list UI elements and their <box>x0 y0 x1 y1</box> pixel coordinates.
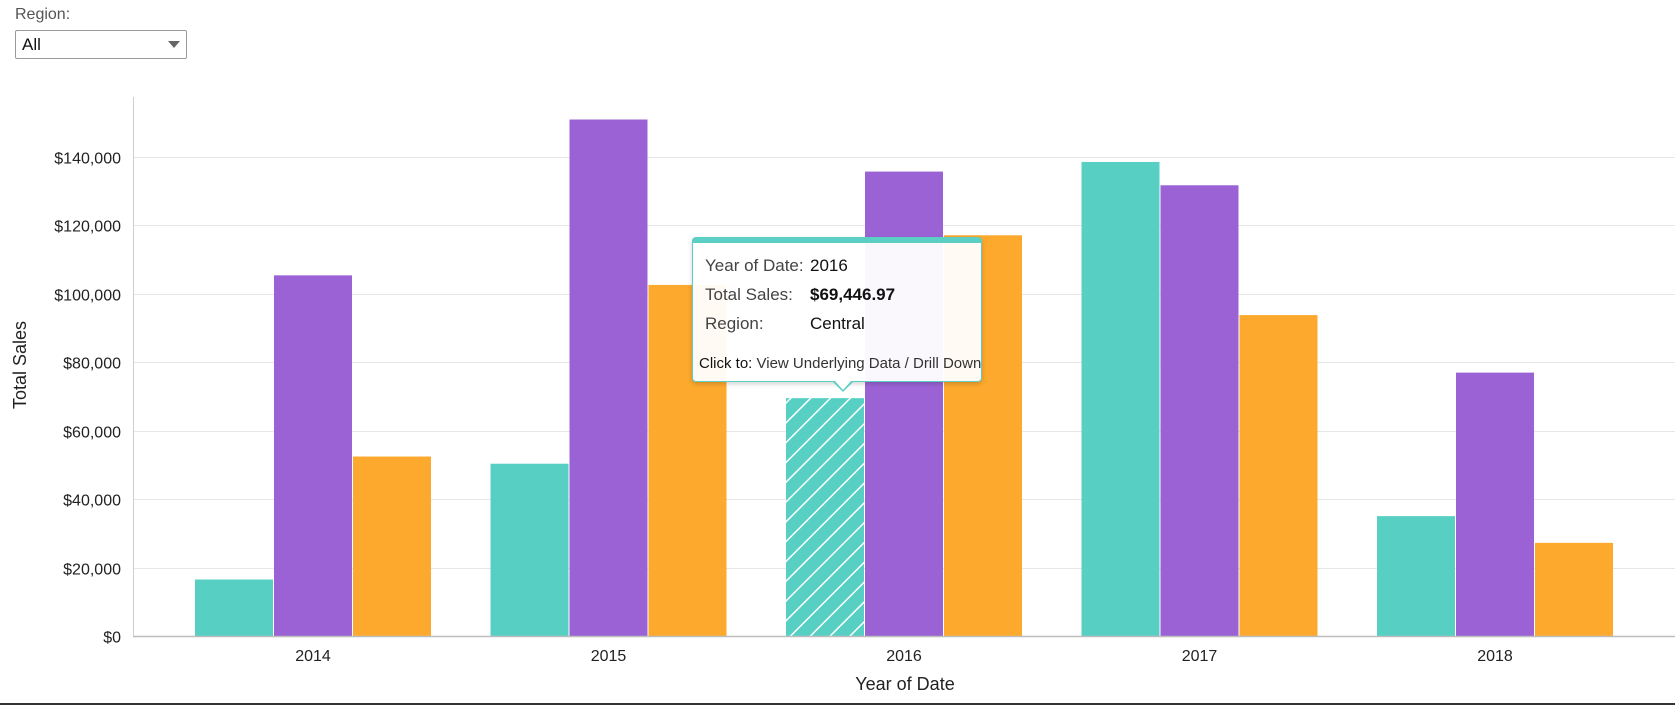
y-tick-label: $140,000 <box>54 151 121 168</box>
bar-2014-series-2[interactable] <box>274 275 352 636</box>
x-tick-label: 2015 <box>591 648 627 665</box>
y-axis-title: Total Sales <box>10 321 30 409</box>
tooltip-key: Total Sales: <box>705 285 793 304</box>
tooltip-value: Central <box>810 314 865 333</box>
tooltip-value: 2016 <box>810 256 848 275</box>
bar-2017-series-3[interactable] <box>1239 315 1318 636</box>
tooltip-click-prefix: Click to: <box>699 355 753 372</box>
tooltip-click-actions[interactable]: View Underlying Data / Drill Down <box>756 355 982 372</box>
x-tick-label: 2014 <box>295 648 331 665</box>
tooltip-key: Year of Date: <box>705 256 804 275</box>
region-select[interactable]: All <box>15 30 187 59</box>
bar-2017-series-2[interactable] <box>1160 185 1239 636</box>
y-tick-label: $20,000 <box>63 562 121 579</box>
x-axis: 2014 2015 2016 2017 2018 <box>133 635 1675 665</box>
x-tick-label: 2016 <box>886 648 922 665</box>
bar-2016-series-1[interactable] <box>786 398 864 636</box>
x-tick-label: 2018 <box>1477 648 1513 665</box>
bar-2018-series-3[interactable] <box>1535 542 1613 636</box>
tooltip-value: $69,446.97 <box>810 285 896 304</box>
y-tick-label: $40,000 <box>63 493 121 510</box>
region-select-value: All <box>22 35 41 54</box>
bar-2018-series-1[interactable] <box>1377 516 1455 636</box>
bar-2014-series-3[interactable] <box>353 456 431 636</box>
y-tick-label: $100,000 <box>54 288 121 305</box>
bar-2017-series-1[interactable] <box>1081 161 1160 637</box>
y-tick-label: $0 <box>103 630 121 647</box>
chevron-down-icon <box>168 41 180 48</box>
bar-2015-series-2[interactable] <box>569 119 648 636</box>
bottom-border <box>0 703 1675 705</box>
bar-2015-series-1[interactable] <box>490 463 569 636</box>
y-axis: $0 $20,000 $40,000 $60,000 $80,000 $100,000 $1… <box>54 97 134 647</box>
y-tick-label: $80,000 <box>63 356 121 373</box>
tooltip-key: Region: <box>705 314 764 333</box>
bar-2018-series-2[interactable] <box>1456 372 1534 636</box>
x-tick-label: 2017 <box>1182 648 1218 665</box>
bar-2014-series-1[interactable] <box>195 579 273 636</box>
chart-tooltip: Year of Date: 2016 Total Sales: $69,446.… <box>692 237 982 392</box>
x-axis-title: Year of Date <box>855 674 954 694</box>
y-tick-label: $60,000 <box>63 425 121 442</box>
region-filter-label: Region: <box>15 6 71 23</box>
y-tick-label: $120,000 <box>54 219 121 236</box>
bars <box>195 119 1613 637</box>
tooltip-click-hint: Click to: View Underlying Data / Drill D… <box>699 355 981 372</box>
